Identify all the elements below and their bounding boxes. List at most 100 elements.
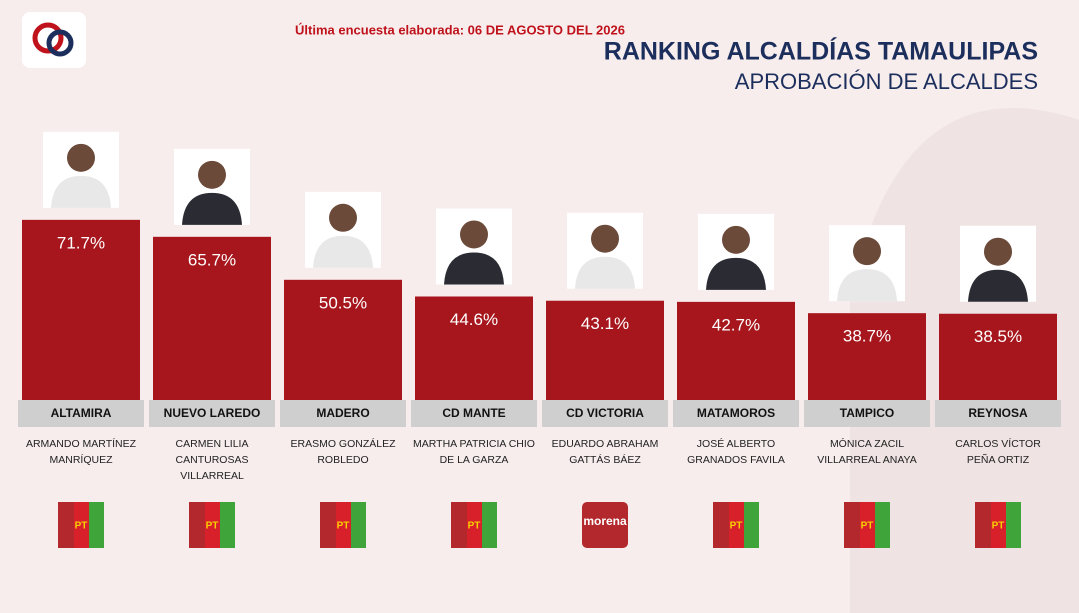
value-label: 71.7% xyxy=(57,233,105,252)
category-band xyxy=(18,400,144,427)
category-band xyxy=(542,400,668,427)
bar xyxy=(546,300,664,400)
category-label: CD MANTE xyxy=(442,406,505,420)
photo-head xyxy=(329,203,357,232)
bar xyxy=(415,296,533,400)
photo-body xyxy=(575,256,635,289)
party-logo xyxy=(74,502,89,548)
category-label: REYNOSA xyxy=(968,406,1028,420)
party-logo xyxy=(860,502,875,548)
photo-head xyxy=(984,237,1012,266)
party-logo xyxy=(89,502,104,548)
photo-head xyxy=(198,160,226,189)
party-label: PT xyxy=(75,521,88,532)
party-logo xyxy=(189,502,205,548)
mayor-name: PEÑA ORTIZ xyxy=(967,453,1030,466)
photo-body xyxy=(444,252,504,285)
party-logo xyxy=(351,502,366,548)
category-label: TAMPICO xyxy=(840,406,894,420)
survey-note: Última encuesta elaborada: 06 DE AGOSTO … xyxy=(295,22,625,37)
party-logo xyxy=(336,502,351,548)
value-label: 43.1% xyxy=(581,314,629,333)
mayor-name: GRANADOS FAVILA xyxy=(687,454,785,466)
party-logo xyxy=(975,502,991,548)
mayor-name: MARTHA PATRICIA CHIO xyxy=(413,438,535,450)
mayor-name: CARMEN LILIA xyxy=(176,438,249,450)
category-band xyxy=(280,400,406,427)
party-logo xyxy=(1006,502,1021,548)
party-logo xyxy=(875,502,890,548)
party-label: PT xyxy=(861,521,874,532)
party-logo xyxy=(582,502,628,548)
photo-body xyxy=(51,175,111,208)
value-label: 38.7% xyxy=(843,327,891,346)
category-label: MADERO xyxy=(316,406,369,420)
category-band xyxy=(673,400,799,427)
photo-body xyxy=(706,257,766,290)
bar xyxy=(22,219,140,400)
category-label: CD VICTORIA xyxy=(566,406,644,420)
category-band xyxy=(935,400,1061,427)
mayor-name: GATTÁS BÁEZ xyxy=(569,453,641,466)
value-label: 38.5% xyxy=(974,327,1022,346)
bar xyxy=(153,236,271,400)
title: RANKING ALCALDÍAS TAMAULIPAS xyxy=(604,37,1038,66)
photo-head xyxy=(460,220,488,249)
mayor-name: JOSÉ ALBERTO xyxy=(697,437,775,450)
party-logo xyxy=(744,502,759,548)
party-label: PT xyxy=(730,521,743,532)
category-label: MATAMOROS xyxy=(697,406,775,420)
party-logo xyxy=(844,502,860,548)
party-logo xyxy=(58,502,74,548)
photo-head xyxy=(722,225,750,254)
party-logo xyxy=(451,502,467,548)
value-label: 50.5% xyxy=(319,293,367,312)
party-logo xyxy=(205,502,220,548)
category-band xyxy=(411,400,537,427)
mayor-name: ERASMO GONZÁLEZ xyxy=(290,437,396,450)
category-band xyxy=(804,400,930,427)
party-label: PT xyxy=(206,521,219,532)
party-logo xyxy=(713,502,729,548)
bar xyxy=(939,313,1057,400)
value-label: 65.7% xyxy=(188,250,236,269)
party-label: PT xyxy=(992,521,1005,532)
category-label: NUEVO LAREDO xyxy=(164,406,261,420)
party-logo xyxy=(220,502,235,548)
value-label: 44.6% xyxy=(450,310,498,329)
bar xyxy=(808,313,926,400)
mayor-name: VILLARREAL xyxy=(180,470,244,482)
category-band xyxy=(149,400,275,427)
photo-head xyxy=(67,143,95,172)
party-logo xyxy=(991,502,1006,548)
logo-box xyxy=(22,12,86,68)
party-logo xyxy=(729,502,744,548)
mayor-name: EDUARDO ABRAHAM xyxy=(552,438,659,450)
value-label: 42.7% xyxy=(712,315,760,334)
subtitle: APROBACIÓN DE ALCALDES xyxy=(735,69,1038,94)
party-label: PT xyxy=(468,521,481,532)
photo-body xyxy=(182,192,242,225)
logo-ring xyxy=(32,22,64,54)
party-logo xyxy=(320,502,336,548)
photo-head xyxy=(591,224,619,253)
category-label: ALTAMIRA xyxy=(51,406,112,420)
mayor-name: MANRÍQUEZ xyxy=(50,453,114,466)
logo-ring xyxy=(46,29,74,57)
mayor-name: CARLOS VÍCTOR xyxy=(955,437,1041,450)
photo-body xyxy=(837,269,897,302)
mayor-name: CANTUROSAS xyxy=(176,454,249,466)
mayor-name: DE LA GARZA xyxy=(440,454,509,466)
mayor-name: ARMANDO MARTÍNEZ xyxy=(26,437,137,450)
bar xyxy=(284,279,402,400)
mayor-name: VILLARREAL ANAYA xyxy=(817,454,917,466)
photo-head xyxy=(853,237,881,266)
bar xyxy=(677,301,795,400)
mayor-name: ROBLEDO xyxy=(317,454,368,466)
photo-body xyxy=(313,235,373,268)
party-label: PT xyxy=(337,521,350,532)
party-logo xyxy=(467,502,482,548)
party-label: morena xyxy=(583,514,627,528)
party-logo xyxy=(482,502,497,548)
